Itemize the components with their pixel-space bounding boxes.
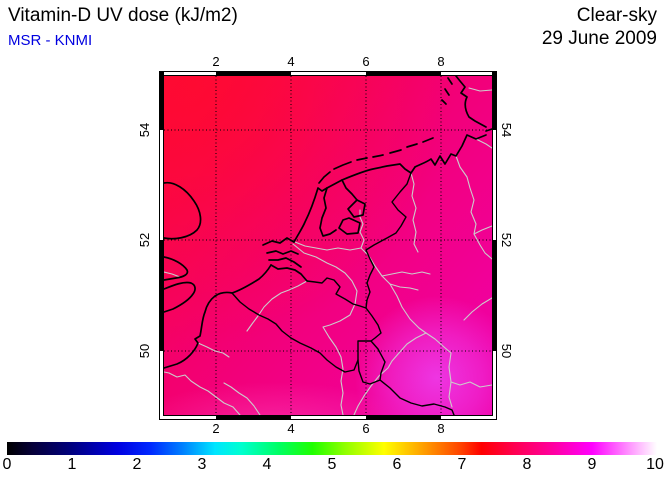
map-panel [159,71,497,420]
colorbar-tick-label-0: 0 [2,456,12,473]
lon-tick-bottom-8: 8 [437,421,445,436]
colorbar-tick-label-9: 9 [587,456,597,473]
colorbar-tick-label-10: 10 [646,456,664,473]
colorbar [7,442,657,455]
colorbar-tick-label-5: 5 [327,456,337,473]
lon-tick-bottom-4: 4 [287,421,295,436]
plot-title: Vitamin-D UV dose (kJ/m2) [8,5,238,26]
colorbar-tick-label-1: 1 [67,456,77,473]
coastlines [164,76,492,369]
dose-field [164,76,492,415]
lat-tick-right-52: 52 [499,232,514,248]
lat-tick-left-54: 54 [137,122,152,138]
lat-tick-right-54: 54 [499,122,514,138]
colorbar-tick-label-4: 4 [262,456,272,473]
lon-tick-bottom-6: 6 [362,421,370,436]
date-label: 29 June 2009 [541,28,657,49]
colorbar-tick-label-8: 8 [522,456,532,473]
model-source-label: MSR - KNMI [8,32,93,49]
colorbar-tick-label-6: 6 [392,456,402,473]
lat-tick-left-50: 50 [137,343,152,359]
high-dose-spot [355,296,492,415]
country-borders [231,172,455,415]
colorbar-tick-label-2: 2 [132,456,142,473]
lon-tick-top-2: 2 [212,54,220,69]
pale-bottom-patch [164,382,411,415]
lon-tick-bottom-2: 2 [212,421,220,436]
lon-tick-top-4: 4 [287,54,295,69]
colorbar-tick-label-7: 7 [457,456,467,473]
sky-condition-label: Clear-sky [576,5,657,26]
rivers [164,87,492,415]
lon-tick-top-8: 8 [437,54,445,69]
lat-tick-left-52: 52 [137,232,152,248]
lat-tick-right-50: 50 [499,343,514,359]
gridlines [164,76,492,415]
lon-tick-top-6: 6 [362,54,370,69]
colorbar-tick-label-3: 3 [197,456,207,473]
